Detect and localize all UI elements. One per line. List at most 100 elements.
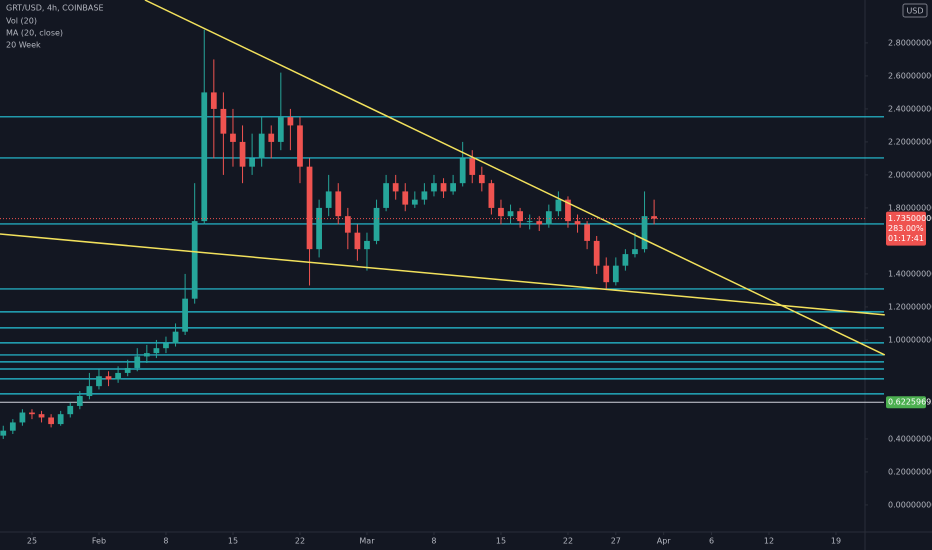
trendline bbox=[0, 233, 885, 316]
candle-body bbox=[498, 207, 504, 217]
candle-body bbox=[96, 376, 102, 387]
y-tick-label: 1.20000000 bbox=[888, 302, 932, 311]
candle-body bbox=[143, 353, 150, 357]
last-price-badge bbox=[886, 211, 926, 246]
candle-body bbox=[268, 133, 275, 142]
x-tick-label: 22 bbox=[563, 537, 573, 546]
candle-body bbox=[622, 254, 629, 266]
x-tick-label: Mar bbox=[359, 537, 375, 546]
candle-body bbox=[287, 117, 294, 126]
candle-body bbox=[555, 199, 562, 212]
candle-body bbox=[48, 417, 54, 425]
candle-body bbox=[526, 221, 533, 223]
candle-body bbox=[402, 191, 409, 205]
y-tick-label: 2.60000000 bbox=[888, 71, 932, 80]
x-tick-label: 19 bbox=[831, 537, 841, 546]
plot bbox=[0, 0, 886, 439]
y-tick-label: 1.80000000 bbox=[888, 203, 932, 212]
x-tick-label: Feb bbox=[92, 537, 106, 546]
candle-body bbox=[115, 372, 121, 380]
indicator-label: 20 Week bbox=[6, 41, 41, 50]
x-tick-label: 6 bbox=[709, 537, 714, 546]
trendline bbox=[144, 0, 886, 356]
candle-body bbox=[411, 199, 418, 205]
candle-body bbox=[440, 183, 447, 192]
currency-badge[interactable] bbox=[902, 3, 928, 18]
countdown: 01:17:41 bbox=[888, 234, 924, 243]
x-tick-label: 25 bbox=[27, 537, 37, 546]
candle-body bbox=[306, 166, 313, 250]
candle-body bbox=[57, 414, 64, 425]
candle-body bbox=[603, 265, 610, 283]
last-price-change: 283.00% bbox=[888, 224, 924, 233]
candle-body bbox=[651, 216, 657, 219]
candle-body bbox=[67, 405, 74, 415]
candle-body bbox=[593, 240, 600, 266]
candle-body bbox=[134, 356, 141, 368]
candle-body bbox=[545, 211, 552, 225]
candle-body bbox=[316, 207, 322, 250]
candle-body bbox=[431, 183, 437, 192]
y-tick-label: 2.80000000 bbox=[888, 38, 932, 47]
x-tick-label: 15 bbox=[228, 537, 238, 546]
candle-body bbox=[383, 183, 389, 208]
candle-body bbox=[421, 191, 428, 200]
x-tick-label: Apr bbox=[657, 537, 672, 546]
x-tick-label: 12 bbox=[764, 537, 774, 546]
candle-body bbox=[297, 125, 303, 167]
candle-body bbox=[124, 367, 131, 373]
y-tick-label: 1.40000000 bbox=[888, 269, 932, 278]
candle-body bbox=[612, 265, 619, 283]
support-label: 0.62259695 bbox=[888, 398, 932, 407]
candle-body bbox=[335, 191, 342, 217]
indicator-label: Vol (20) bbox=[6, 17, 37, 26]
y-tick-label: 2.40000000 bbox=[888, 104, 932, 113]
candle-body bbox=[632, 249, 638, 255]
candle-body bbox=[9, 422, 16, 431]
candle-body bbox=[230, 133, 236, 142]
candle-body bbox=[354, 232, 361, 250]
candle-body bbox=[325, 191, 332, 208]
candle-body bbox=[373, 207, 380, 241]
candle-body bbox=[0, 430, 7, 436]
candle-body bbox=[517, 211, 523, 222]
candle-body bbox=[277, 117, 284, 142]
candle-body bbox=[478, 174, 485, 184]
candle-body bbox=[19, 412, 26, 423]
candle-body bbox=[536, 221, 543, 225]
candle-body bbox=[565, 199, 571, 222]
candle-body bbox=[191, 221, 198, 299]
last-price-label: 1.73500000 bbox=[888, 214, 932, 223]
candle-body bbox=[459, 158, 466, 184]
candle-body bbox=[488, 183, 495, 208]
x-tick-label: 8 bbox=[431, 537, 436, 546]
candle-body bbox=[574, 221, 581, 225]
candle-body bbox=[344, 216, 351, 233]
y-tick-label: 0.20000000 bbox=[888, 467, 932, 476]
candle-body bbox=[76, 396, 83, 406]
candle-body bbox=[201, 92, 208, 222]
candle-body bbox=[258, 133, 265, 159]
candle-body bbox=[507, 211, 514, 217]
candle-body bbox=[249, 158, 255, 167]
y-tick-label: 1.00000000 bbox=[888, 335, 932, 344]
candle-body bbox=[641, 216, 648, 250]
candle-body bbox=[210, 92, 217, 109]
candle-body bbox=[584, 224, 590, 241]
x-tick-label: 8 bbox=[163, 537, 168, 546]
y-tick-label: 2.00000000 bbox=[888, 170, 932, 179]
candle-body bbox=[239, 141, 246, 167]
candle-body bbox=[392, 183, 399, 192]
candle-body bbox=[153, 348, 160, 354]
candle-body bbox=[469, 158, 476, 175]
candle-body bbox=[163, 343, 169, 349]
candle-body bbox=[86, 386, 93, 397]
y-tick-label: 2.20000000 bbox=[888, 137, 932, 146]
support-badge bbox=[886, 396, 926, 409]
indicator-label: MA (20, close) bbox=[6, 29, 63, 38]
candle-body bbox=[172, 331, 179, 344]
candle-body bbox=[220, 108, 227, 134]
candle-body bbox=[38, 414, 45, 418]
currency-label[interactable]: USD bbox=[906, 7, 923, 16]
